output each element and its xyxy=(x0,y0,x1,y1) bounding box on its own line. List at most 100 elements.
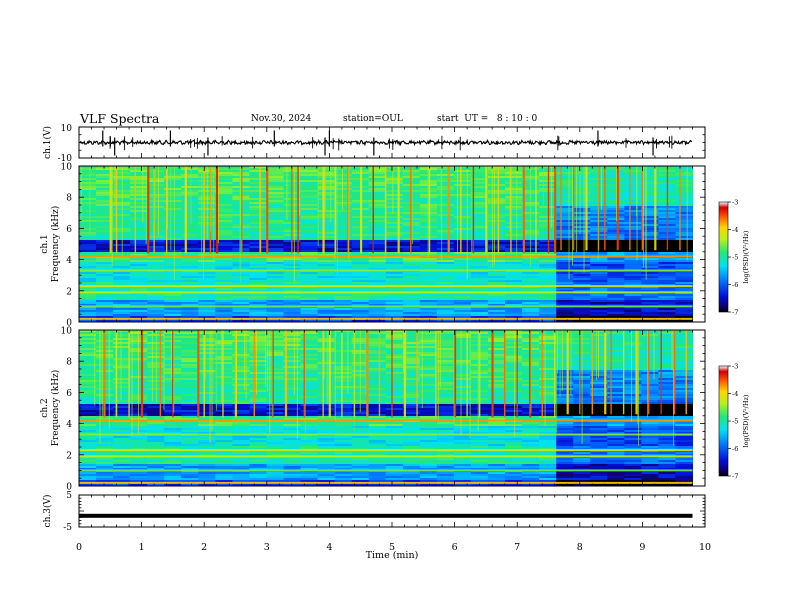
spectrogram-cell xyxy=(505,398,523,401)
spectrogram-cell xyxy=(215,356,233,359)
spectrogram-cell xyxy=(147,174,165,177)
spectrogram-cell xyxy=(113,390,131,393)
spectrogram-cell xyxy=(232,332,250,335)
spectrogram-cell xyxy=(147,342,165,345)
spectrogram-cell xyxy=(385,360,404,363)
spectrogram-cell xyxy=(556,336,574,339)
spectrogram-cell xyxy=(675,388,693,391)
spectrogram-cell xyxy=(300,248,319,251)
spectrogram-cell xyxy=(488,216,506,219)
spectrogram-cell xyxy=(164,426,182,429)
spectrogram-cell xyxy=(334,308,353,311)
spectrogram-cell xyxy=(607,412,625,415)
spectrogram-cell xyxy=(522,320,540,323)
spectrogram-cell xyxy=(181,414,199,417)
spectrogram-cell xyxy=(419,316,438,319)
spectrogram-cell xyxy=(334,390,353,393)
spectrogram-cell xyxy=(368,194,387,197)
spectrogram-cell xyxy=(453,416,472,419)
spectrogram-cell xyxy=(453,338,472,341)
spectrogram-cell xyxy=(453,178,472,181)
spectrogram-cell xyxy=(658,352,676,355)
spectrogram-cell xyxy=(419,350,438,353)
spectrogram-cell xyxy=(402,218,421,221)
spectrogram-cell xyxy=(624,392,642,395)
spectrogram-cell xyxy=(181,422,199,425)
spectrogram-cell xyxy=(198,290,216,293)
spectrogram-cell xyxy=(641,262,659,265)
spectrogram-cell xyxy=(181,416,199,419)
spectrogram-cell xyxy=(573,230,591,233)
spectrogram-cell xyxy=(79,320,97,323)
spectrogram-cell xyxy=(675,298,693,301)
spectrogram-cell xyxy=(488,250,506,253)
spectrogram-cell xyxy=(607,356,625,359)
spectrogram-cell xyxy=(147,330,165,333)
spectrogram-cell xyxy=(79,190,97,193)
spectrogram-cell xyxy=(198,372,216,375)
spectrogram-cell xyxy=(198,262,216,265)
spectrogram-cell xyxy=(658,394,676,397)
spectrogram-cell xyxy=(539,298,557,301)
spectrogram-cell xyxy=(130,246,148,249)
spectrogram-cell xyxy=(590,348,608,351)
spectrogram-cell xyxy=(300,218,319,221)
spectrogram-cell xyxy=(147,208,165,211)
spectrogram-cell xyxy=(385,236,404,239)
spectrogram-cell xyxy=(590,388,608,391)
spectrogram-cell xyxy=(675,228,693,231)
spectrogram-cell xyxy=(147,238,165,241)
spectrogram-cell xyxy=(539,364,557,367)
spectrogram-cell xyxy=(675,240,693,243)
spectrogram-cell xyxy=(590,368,608,371)
spectrogram-cell xyxy=(232,340,250,343)
spectrogram-cell xyxy=(539,266,557,269)
spectrogram-cell xyxy=(334,190,353,193)
spectrogram-cell xyxy=(419,250,438,253)
spectrogram-cell xyxy=(249,312,267,315)
spectrogram-cell xyxy=(147,198,165,201)
spectrogram-cell xyxy=(181,400,199,403)
spectrogram-cell xyxy=(505,248,523,251)
spectrogram-cell xyxy=(368,178,387,181)
spectrogram-cell xyxy=(556,244,574,247)
spectrogram-cell xyxy=(283,402,302,405)
sferic-faint xyxy=(153,166,155,224)
header-start-time: start UT = 8 : 10 : 0 xyxy=(437,114,538,124)
spectrogram-cell xyxy=(96,214,114,217)
spectrogram-cell xyxy=(198,258,216,261)
spectrogram-cell xyxy=(96,224,114,227)
spectrogram-cell xyxy=(641,388,659,391)
spectrogram-cell xyxy=(317,392,336,395)
spectrogram-cell xyxy=(607,396,625,399)
spectrogram-cell xyxy=(453,344,472,347)
spectrogram-cell xyxy=(675,380,693,383)
spectrogram-cell xyxy=(624,220,642,223)
spectrogram-cell xyxy=(368,254,387,257)
spectrogram-cell xyxy=(453,266,472,269)
spectrogram-cell xyxy=(351,290,370,293)
spectrogram-cell xyxy=(215,400,233,403)
spectrogram-cell xyxy=(368,362,387,365)
spectrogram-cell xyxy=(436,176,455,179)
spectrogram-cell xyxy=(334,382,353,385)
spectrogram-cell xyxy=(317,260,336,263)
spectrogram-cell xyxy=(539,402,557,405)
spectrogram-cell xyxy=(317,358,336,361)
spectrogram-cell xyxy=(658,336,676,339)
spectrogram-cell xyxy=(249,286,267,289)
spectrogram-cell xyxy=(147,166,165,169)
spectrogram-cell xyxy=(453,362,472,365)
spectrogram-cell xyxy=(436,254,455,257)
spectrogram-cell xyxy=(419,418,438,421)
spectrogram-cell xyxy=(419,194,438,197)
spectrogram-cell xyxy=(198,350,216,353)
spectrogram-cell xyxy=(453,214,472,217)
spectrogram-cell xyxy=(539,398,557,401)
spectrogram-cell xyxy=(215,350,233,353)
spectrogram-cell xyxy=(470,218,489,221)
spectrogram-cell xyxy=(368,356,387,359)
spectrogram-cell xyxy=(624,408,642,411)
spectrogram-cell xyxy=(641,356,659,359)
spectrogram-cell xyxy=(300,166,319,169)
